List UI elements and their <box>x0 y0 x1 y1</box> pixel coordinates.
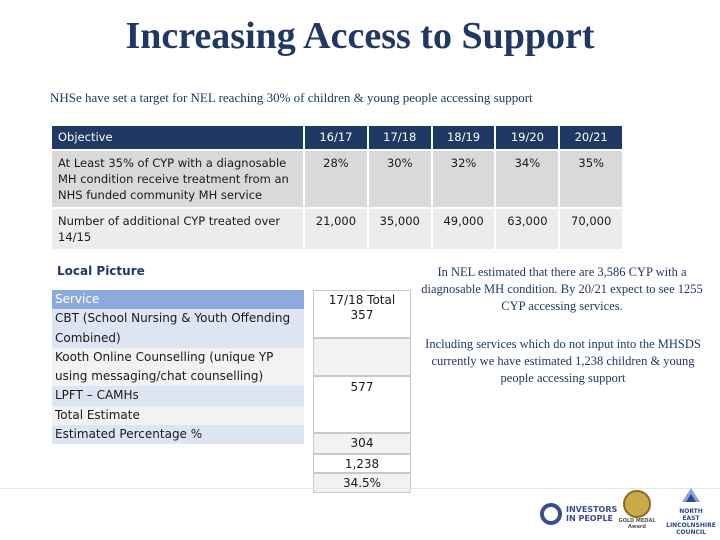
service-item-kooth: Kooth Online Counselling (unique YP usin… <box>52 347 304 387</box>
total-lpft: 304 <box>313 433 411 454</box>
investors-in-people-logo: INVESTORS IN PEOPLE <box>540 500 617 528</box>
totals-header: 17/18 Total 357 <box>313 290 411 338</box>
totals-column: 17/18 Total 357 577 304 1,238 34.5% <box>313 290 411 493</box>
header-18-19: 18/19 <box>430 126 496 150</box>
value-cell: 28% <box>303 149 368 208</box>
objective-cell: Number of additional CYP treated over 14… <box>52 207 304 249</box>
value-cell: 30% <box>366 149 432 208</box>
service-header: Service <box>52 290 304 310</box>
service-item-percentage: Estimated Percentage % <box>52 425 304 445</box>
value-cell: 32% <box>430 149 496 208</box>
service-item-total: Total Estimate <box>52 405 304 426</box>
value-cell: 21,000 <box>303 207 368 249</box>
header-17-18: 17/18 <box>366 126 432 150</box>
council-text-1: NORTH <box>679 508 703 515</box>
table-row: At Least 35% of CYP with a diagnosable M… <box>52 149 622 208</box>
total-estimate: 1,238 <box>313 454 411 473</box>
service-item-cbt: CBT (School Nursing & Youth Offending Co… <box>52 309 304 348</box>
table-header-row: Objective 16/17 17/18 18/19 19/20 20/21 <box>52 126 622 150</box>
service-list: Service CBT (School Nursing & Youth Offe… <box>52 290 304 445</box>
header-objective: Objective <box>52 126 304 150</box>
page-title: Increasing Access to Support <box>125 15 595 57</box>
value-cell: 34% <box>494 149 560 208</box>
totals-spacer <box>313 338 411 376</box>
total-cbt: 357 <box>350 308 374 322</box>
subtitle: NHSe have set a target for NEL reaching … <box>50 90 533 105</box>
footer-divider <box>0 488 720 489</box>
note-estimate: In NEL estimated that there are 3,586 CY… <box>421 265 703 313</box>
total-percentage: 34.5% <box>313 473 411 493</box>
council-text-2: EAST <box>682 515 700 522</box>
gold-medal-logo: GOLD MEDAL Award <box>617 490 657 536</box>
objectives-table: Objective 16/17 17/18 18/19 19/20 20/21 … <box>52 126 622 249</box>
service-item-lpft: LPFT – CAMHs <box>52 386 304 406</box>
value-cell: 63,000 <box>494 207 560 249</box>
investors-ring-icon <box>540 503 562 525</box>
gold-medal-text: GOLD MEDAL <box>618 518 656 524</box>
objective-cell: At Least 35% of CYP with a diagnosable M… <box>52 149 304 208</box>
investors-logo-text: INVESTORS IN PEOPLE <box>566 505 618 523</box>
note-mhsds: Including services which do not input in… <box>425 337 701 385</box>
header-16-17: 16/17 <box>303 126 368 150</box>
council-text-4: COUNCIL <box>676 529 706 536</box>
value-cell: 49,000 <box>430 207 496 249</box>
header-19-20: 19/20 <box>494 126 560 150</box>
table-row: Number of additional CYP treated over 14… <box>52 207 622 249</box>
council-logo: NORTH EAST LINCOLNSHIRE COUNCIL <box>665 486 717 538</box>
total-kooth-cell: 577 <box>313 376 411 433</box>
council-emblem-icon <box>682 488 700 502</box>
council-text-3: LINCOLNSHIRE <box>666 522 716 529</box>
value-cell: 35% <box>558 149 622 208</box>
header-20-21: 20/21 <box>558 126 622 150</box>
medal-icon <box>623 490 651 518</box>
value-cell: 70,000 <box>558 207 622 249</box>
totals-header-label: 17/18 Total <box>328 293 396 307</box>
local-picture-heading: Local Picture <box>57 264 145 278</box>
total-kooth: 577 <box>350 380 374 394</box>
value-cell: 35,000 <box>366 207 432 249</box>
award-text: Award <box>628 524 646 530</box>
